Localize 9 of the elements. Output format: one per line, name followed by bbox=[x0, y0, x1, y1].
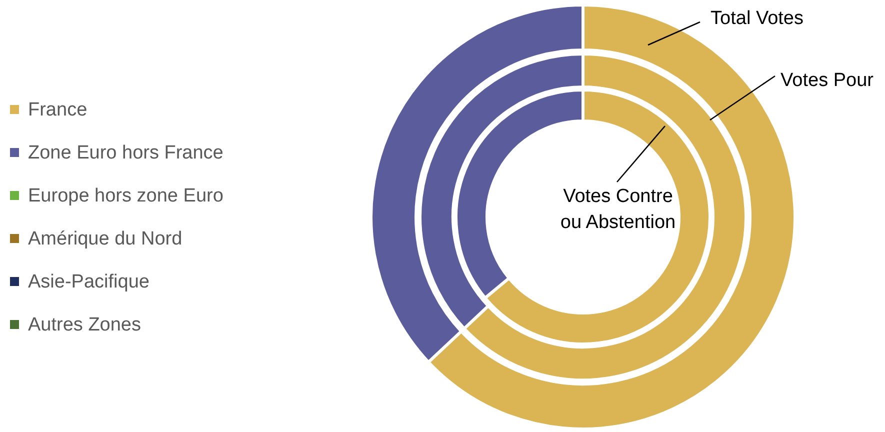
legend-label: Asie-Pacifique bbox=[28, 272, 150, 292]
legend-label: Zone Euro hors France bbox=[28, 142, 224, 164]
legend-label: Amérique du Nord bbox=[28, 228, 182, 250]
legend-label: France bbox=[28, 100, 88, 120]
legend-label: Europe hors zone Euro bbox=[28, 186, 224, 206]
legend-label: Autres Zones bbox=[28, 314, 141, 336]
slice-label: Votes Pour bbox=[780, 70, 874, 91]
slice-label: Votes Contre ou Abstention bbox=[560, 186, 676, 233]
slice-label: Total Votes bbox=[710, 8, 804, 29]
